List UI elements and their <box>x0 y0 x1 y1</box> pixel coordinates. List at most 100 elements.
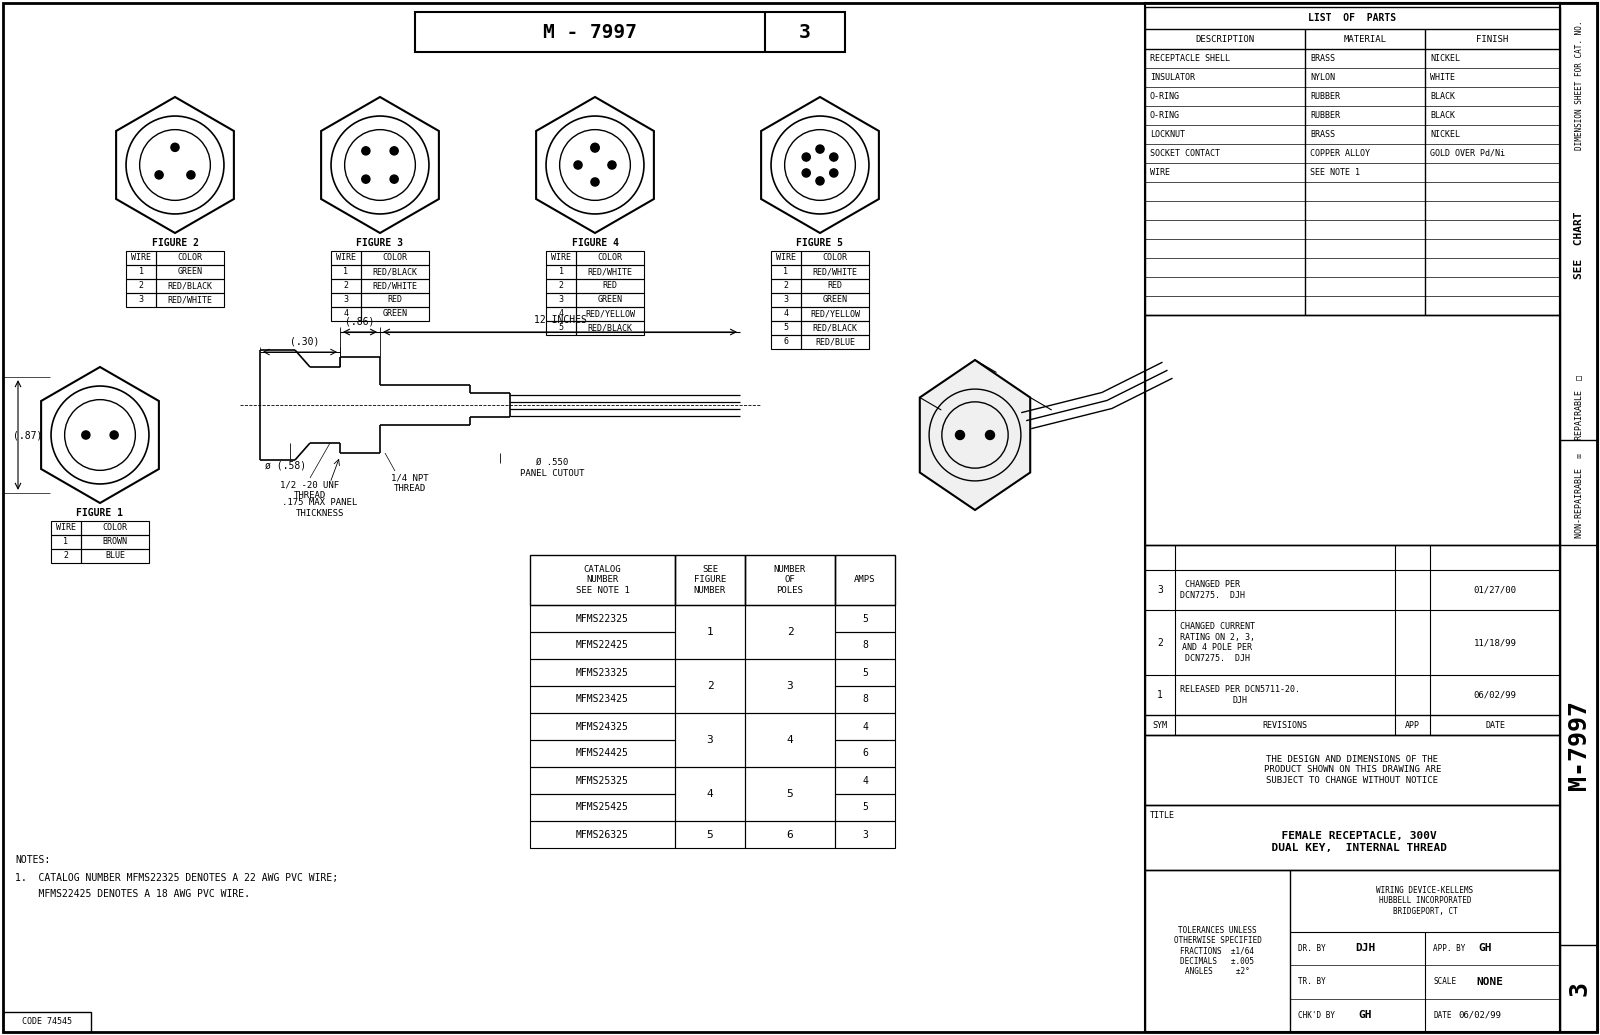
Bar <box>771 279 802 293</box>
Circle shape <box>590 144 598 152</box>
Bar <box>546 252 576 265</box>
Text: NICKEL: NICKEL <box>1430 130 1459 139</box>
Bar <box>1146 315 1560 545</box>
Text: WIRING DEVICE-KELLEMS
HUBBELL INCORPORATED
BRIDGEPORT, CT: WIRING DEVICE-KELLEMS HUBBELL INCORPORAT… <box>1376 886 1474 916</box>
Bar <box>675 659 746 713</box>
Bar <box>530 605 675 632</box>
Text: APP. BY: APP. BY <box>1434 944 1466 953</box>
Text: 3: 3 <box>862 829 867 839</box>
Text: 2: 2 <box>139 282 144 291</box>
Text: TITLE: TITLE <box>1150 810 1174 820</box>
Bar <box>1146 805 1560 870</box>
Circle shape <box>171 143 179 151</box>
Bar <box>771 321 802 335</box>
Bar <box>362 279 429 293</box>
Text: 2: 2 <box>558 282 563 291</box>
Text: FIGURE 5: FIGURE 5 <box>797 238 843 248</box>
Text: DJH: DJH <box>1355 943 1374 953</box>
Circle shape <box>155 171 163 179</box>
Text: RED: RED <box>603 282 618 291</box>
Bar <box>746 605 835 659</box>
Text: WIRE: WIRE <box>56 524 77 532</box>
Text: 3: 3 <box>1157 585 1163 595</box>
Text: WIRE: WIRE <box>776 254 797 263</box>
Bar <box>802 321 869 335</box>
Text: 8: 8 <box>862 694 867 705</box>
Bar <box>1560 3 1598 1032</box>
Text: REVISIONS: REVISIONS <box>1262 720 1307 730</box>
Text: CHK'D BY: CHK'D BY <box>1298 1011 1334 1019</box>
Text: GH: GH <box>1478 943 1491 953</box>
Text: 06/02/99: 06/02/99 <box>1474 690 1517 700</box>
Text: THE DESIGN AND DIMENSIONS OF THE
PRODUCT SHOWN ON THIS DRAWING ARE
SUBJECT TO CH: THE DESIGN AND DIMENSIONS OF THE PRODUCT… <box>1264 756 1442 785</box>
Bar <box>530 713 675 740</box>
Circle shape <box>82 431 90 439</box>
Text: TOLERANCES UNLESS
OTHERWISE SPECIFIED
FRACTIONS  ±1/64
DECIMALS   ±.005
ANGLES  : TOLERANCES UNLESS OTHERWISE SPECIFIED FR… <box>1173 925 1261 976</box>
Text: TR. BY: TR. BY <box>1298 977 1326 986</box>
Text: (.86): (.86) <box>346 317 374 327</box>
Bar <box>530 555 675 605</box>
Text: MFMS22425: MFMS22425 <box>576 641 629 651</box>
Text: RED: RED <box>387 296 403 304</box>
Bar <box>530 767 675 794</box>
Bar <box>126 252 157 265</box>
Text: COLOR: COLOR <box>597 254 622 263</box>
Text: 6: 6 <box>862 748 867 759</box>
Text: RED/YELLOW: RED/YELLOW <box>586 309 635 319</box>
Text: CHANGED PER
DCN7275.  DJH: CHANGED PER DCN7275. DJH <box>1181 581 1245 599</box>
Text: 2: 2 <box>787 627 794 637</box>
Bar <box>51 535 82 549</box>
Text: 5: 5 <box>862 802 867 812</box>
Text: RECEPTACLE SHELL: RECEPTACLE SHELL <box>1150 54 1230 63</box>
Text: 3: 3 <box>1566 980 1590 996</box>
Text: 12 INCHES: 12 INCHES <box>533 315 587 325</box>
Bar <box>362 307 429 321</box>
Text: 2: 2 <box>707 681 714 691</box>
Bar <box>1146 545 1560 735</box>
Bar <box>746 659 835 713</box>
Bar <box>771 265 802 279</box>
Text: 5: 5 <box>862 668 867 678</box>
Text: O-RING: O-RING <box>1150 111 1181 120</box>
Bar <box>746 821 835 848</box>
Bar <box>771 335 802 349</box>
Bar <box>835 794 894 821</box>
Text: 1: 1 <box>344 267 349 276</box>
Text: LIST  OF  PARTS: LIST OF PARTS <box>1309 13 1397 23</box>
Bar <box>3 1012 91 1032</box>
Text: CODE 74545: CODE 74545 <box>22 1017 72 1027</box>
Circle shape <box>362 147 370 155</box>
Text: 5: 5 <box>558 324 563 332</box>
Text: SCALE: SCALE <box>1434 977 1456 986</box>
Text: SEE
FIGURE
NUMBER: SEE FIGURE NUMBER <box>694 565 726 595</box>
Bar <box>576 321 643 335</box>
Text: NONE: NONE <box>1477 977 1504 986</box>
Text: MFMS23325: MFMS23325 <box>576 668 629 678</box>
Circle shape <box>802 153 810 161</box>
Bar <box>51 521 82 535</box>
Bar <box>835 632 894 659</box>
Text: CHANGED CURRENT
RATING ON 2, 3,
AND 4 POLE PER
DCN7275.  DJH: CHANGED CURRENT RATING ON 2, 3, AND 4 PO… <box>1181 622 1254 662</box>
Text: WIRE: WIRE <box>1150 168 1170 177</box>
Text: RED/BLACK: RED/BLACK <box>373 267 418 276</box>
Text: 01/27/00: 01/27/00 <box>1474 586 1517 594</box>
Text: DESCRIPTION: DESCRIPTION <box>1195 34 1254 43</box>
Bar <box>126 293 157 307</box>
Circle shape <box>390 147 398 155</box>
Text: 2: 2 <box>1157 638 1163 648</box>
Text: 1: 1 <box>784 267 789 276</box>
Text: RED/BLACK: RED/BLACK <box>587 324 632 332</box>
Bar <box>576 265 643 279</box>
Bar <box>835 767 894 794</box>
Text: MFMS25325: MFMS25325 <box>576 775 629 786</box>
Text: MATERIAL: MATERIAL <box>1344 34 1387 43</box>
Text: 4: 4 <box>862 775 867 786</box>
Circle shape <box>816 145 824 153</box>
Text: 4: 4 <box>558 309 563 319</box>
Text: 5: 5 <box>787 789 794 799</box>
Bar <box>362 265 429 279</box>
Text: DR. BY: DR. BY <box>1298 944 1326 953</box>
Bar <box>82 549 149 563</box>
Text: NICKEL: NICKEL <box>1430 54 1459 63</box>
Bar <box>1146 735 1560 805</box>
